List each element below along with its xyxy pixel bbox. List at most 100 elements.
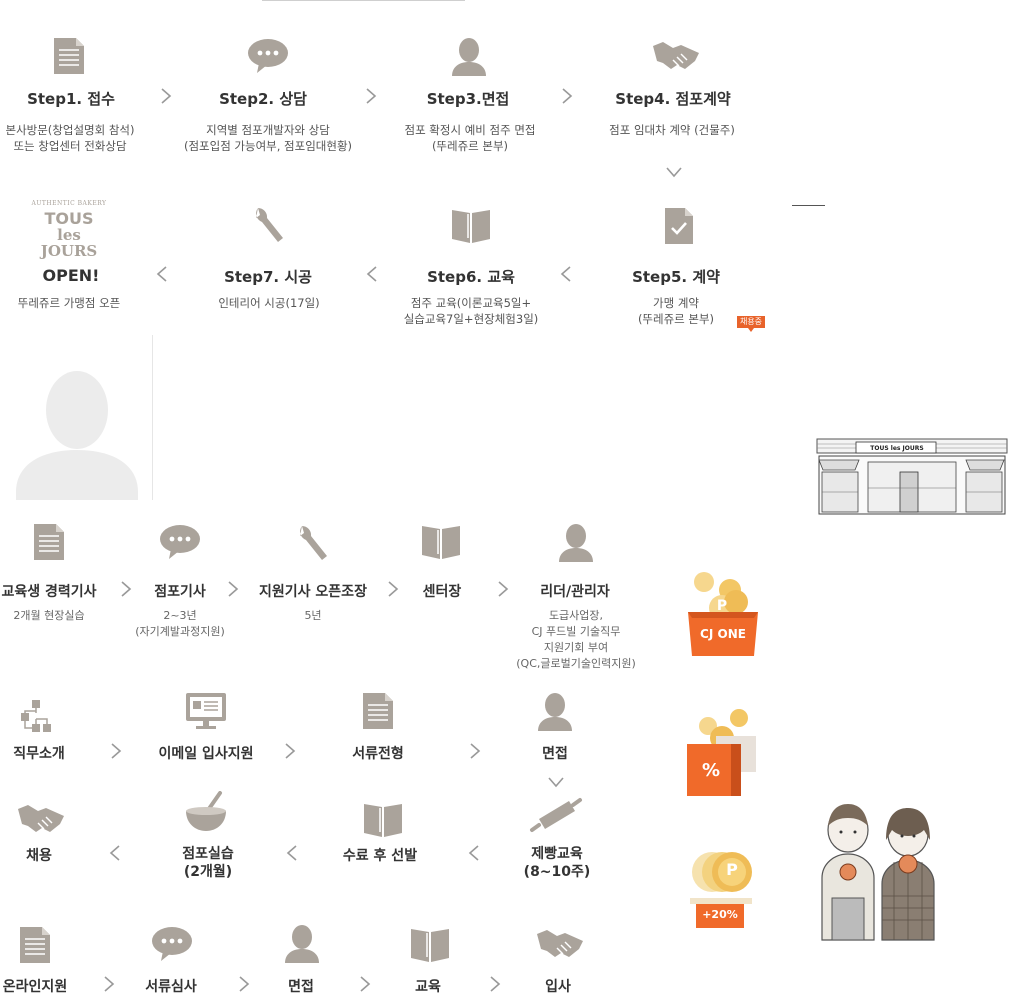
career-desc: 도급사업장, CJ 푸드빌 기술직무 지원기회 부여 (QC,글로벌기술인력지원… [500,608,652,672]
book-icon [422,526,460,559]
wrench-icon [256,207,283,242]
chevron-down-icon [666,167,682,178]
step-desc-line: 점포 확정시 예비 점주 면접 [404,123,536,137]
online-step: 서류심사 [145,979,197,995]
handshake-icon [653,42,699,69]
hiring-step: 채용 [26,848,52,864]
chevron-left-icon [366,266,377,282]
hiring-step: 서류전형 [352,746,404,762]
kids-eating-bread-illustration [821,804,935,941]
hiring-step-line: (8~10주) [523,864,591,880]
online-step: 온라인지원 [2,979,68,995]
step-desc-line: (뚜레쥬르 본부) [431,139,509,153]
hiring-step: 수료 후 선발 [342,848,418,864]
org-chart-icon [21,700,51,732]
coin-p-label: P [726,860,738,879]
chevron-right-icon [285,743,296,759]
step-title: Step2. 상담 [219,90,307,108]
career-desc-line: (자기계발과정지원) [135,625,225,638]
cj-one-points-bag [688,572,758,656]
career-desc-line: (QC,글로벌기술인력지원) [516,657,636,670]
chevron-right-icon [121,581,132,597]
logo-line: TOUS [44,209,94,228]
handshake-icon [537,930,583,957]
column-divider [152,335,153,500]
avatar-placeholder [16,371,138,500]
career-desc: 5년 [283,608,343,624]
bakery-storefront-illustration [816,438,1008,516]
person-icon [285,925,319,963]
step-title: Step6. 교육 [427,268,515,286]
document-icon [20,927,50,963]
step-desc-line: 인테리어 시공(17일) [218,296,320,310]
hiring-step: 제빵교육 (8~10주) [512,845,602,881]
chevron-left-icon [468,845,479,861]
career-desc: 2개월 현장실습 [0,608,98,624]
chevron-right-icon [111,743,122,759]
speech-bubble-icon [160,525,200,559]
step-desc-line: 본사방문(창업설명회 참석) [5,123,135,137]
hiring-step-line: 제빵교육 [531,846,583,862]
step-desc-line: (점포입점 가능여부, 점포임대현황) [183,139,353,153]
hiring-step: 직무소개 [13,746,65,762]
document-icon [54,38,84,74]
step-desc: 뚜레쥬르 가맹점 오픈 [0,295,138,311]
cj-one-label: CJ ONE [700,627,746,641]
logo-line: les JOURS [40,226,98,260]
career-desc-line: 2~3년 [163,609,197,622]
person-icon [559,524,593,562]
hiring-step-line: (2개월) [183,864,233,880]
top-divider [262,0,465,1]
chevron-right-icon [562,88,573,104]
step-desc: 본사방문(창업설명회 참석) 또는 창업센터 전화상담 [0,122,140,154]
chevron-left-icon [560,266,571,282]
career-desc-line: 2개월 현장실습 [13,609,85,622]
chevron-right-icon [239,976,250,992]
step-desc-line: 실습교육7일+현장체험3일) [403,312,539,326]
chevron-right-icon [490,976,501,992]
chevron-right-icon [161,88,172,104]
storefront-sign: TOUS les JOURS [870,445,924,452]
chevron-right-icon [104,976,115,992]
career-title: 센터장 [422,584,462,600]
side-divider [792,205,825,206]
discount-card [687,709,756,796]
chevron-left-icon [286,845,297,861]
career-title: 리더/관리자 [540,584,610,600]
online-step: 면접 [288,979,314,995]
discount-percent: % [701,760,721,781]
hiring-badge: 채용중 [737,316,765,332]
online-step: 교육 [415,979,441,995]
step-desc-line: 또는 창업센터 전화상담 [13,139,127,153]
mixing-bowl-icon [186,791,226,831]
chevron-right-icon [470,743,481,759]
hiring-step: 면접 [542,746,568,762]
chevron-left-icon [156,266,167,282]
career-desc-line: 지원기회 부여 [543,641,609,654]
online-step: 입사 [545,979,571,995]
handshake-icon [18,805,64,832]
hiring-step: 이메일 입사지원 [158,746,254,762]
speech-bubble-icon [248,39,288,73]
book-icon [452,210,490,243]
chevron-right-icon [498,581,509,597]
step-desc: 점포 임대차 계약 (건물주) [597,122,747,138]
step-desc: 인테리어 시공(17일) [198,295,340,311]
book-icon [411,929,449,962]
career-title: 지원기사 오픈조장 [259,584,367,600]
step-title: OPEN! [42,266,100,285]
book-icon [364,804,402,837]
step-title: Step7. 시공 [224,268,312,286]
person-icon [452,38,486,76]
step-title: Step1. 접수 [27,90,115,108]
chevron-down-icon [548,777,564,788]
tous-les-jours-logo: AUTHENTIC BAKERY TOUS les JOURS [28,200,110,259]
career-desc-line: 도급사업장, [548,609,604,622]
person-icon [538,693,572,731]
step-desc: 지역별 점포개발자와 상담 (점포입점 가능여부, 점포임대현황) [170,122,366,154]
step-desc-line: 뚜레쥬르 가맹점 오픈 [17,296,121,310]
step-desc-line: 지역별 점포개발자와 상담 [206,123,330,137]
logo-tagline: AUTHENTIC BAKERY [31,200,107,207]
career-desc: 2~3년 (자기계발과정지원) [120,608,240,640]
step-title: Step4. 점포계약 [615,90,731,108]
